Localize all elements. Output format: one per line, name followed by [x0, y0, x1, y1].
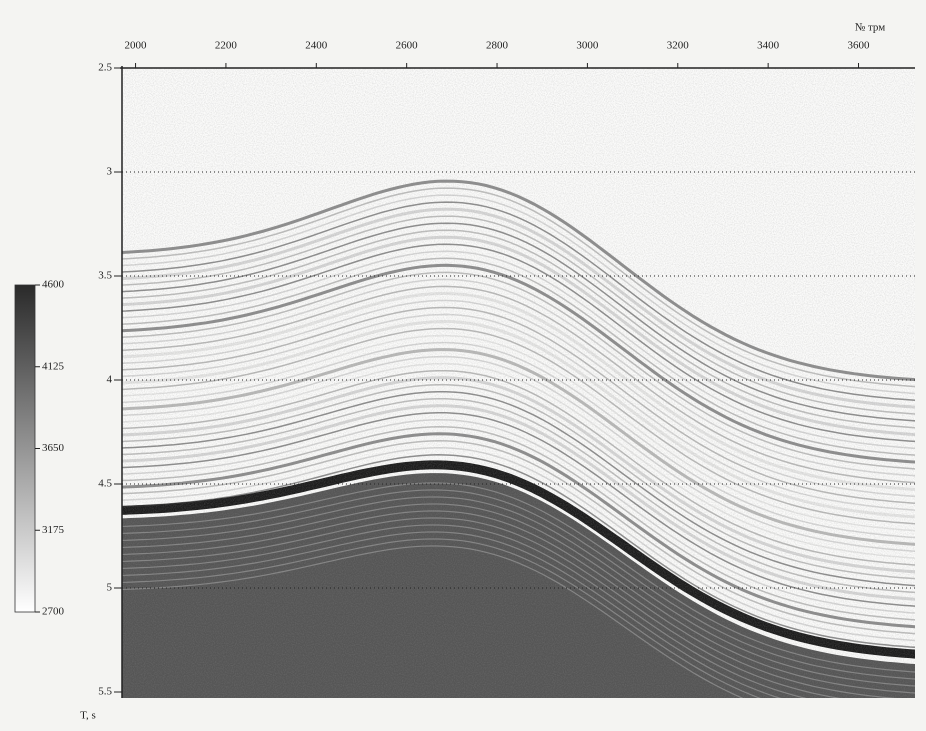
- colorbar-tick-label: 4600: [42, 279, 65, 291]
- x-tick-label: 3200: [667, 40, 690, 52]
- x-tick-label: 3600: [848, 40, 871, 52]
- x-tick-label: 2000: [125, 40, 148, 52]
- x-tick-label: 3000: [576, 40, 599, 52]
- x-tick-label: 3400: [757, 40, 780, 52]
- y-tick-label: 5: [107, 582, 113, 594]
- colorbar-tick-label: 4125: [42, 360, 65, 372]
- x-tick-label: 2600: [396, 40, 419, 52]
- x-tick-label: 2400: [305, 40, 328, 52]
- y-axis-title: T, s: [80, 710, 96, 722]
- y-tick-label: 3.5: [98, 270, 112, 282]
- x-tick-label: 2200: [215, 40, 238, 52]
- colorbar: [14, 284, 36, 613]
- y-tick-label: 4: [107, 374, 113, 386]
- x-tick-label: 2800: [486, 40, 509, 52]
- y-tick-label: 2.5: [98, 62, 112, 74]
- y-tick-label: 5.5: [98, 686, 112, 698]
- noise-texture: [122, 68, 915, 698]
- colorbar-tick-label: 2700: [42, 606, 65, 618]
- colorbar-tick-label: 3650: [42, 442, 65, 454]
- y-tick-label: 3: [107, 166, 113, 178]
- colorbar-tick-label: 3175: [42, 524, 65, 536]
- x-axis-title: № трм: [855, 22, 886, 34]
- y-tick-label: 4.5: [98, 478, 112, 490]
